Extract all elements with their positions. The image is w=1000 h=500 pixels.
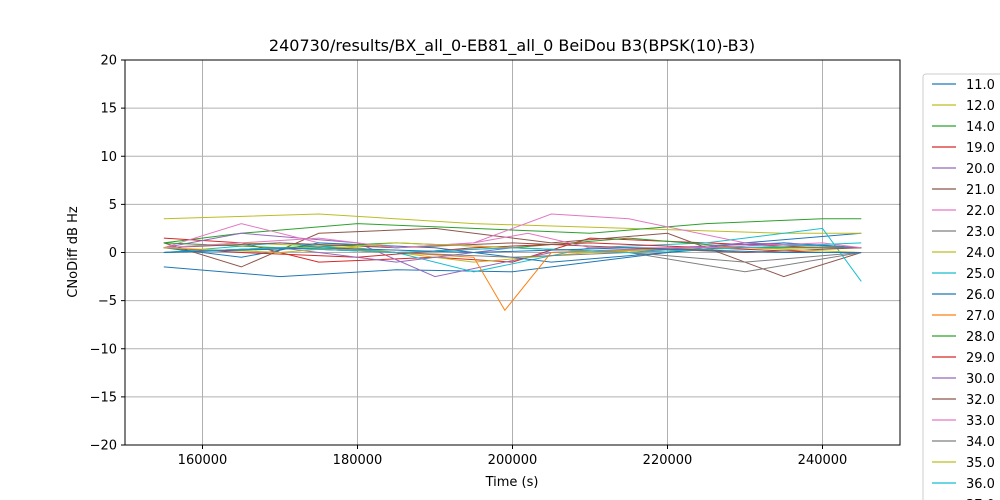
legend-item: 27.0 [932,309,995,324]
x-axis: 160000 180000 200000 220000 240000 [178,445,848,468]
x-tick-label: 240000 [798,453,848,468]
legend-label: 28.0 [966,330,995,345]
chart-title: 240730/results/BX_all_0-EB81_all_0 BeiDo… [269,36,755,56]
series-layer [163,213,862,312]
x-axis-label: Time (s) [485,475,539,490]
legend-label: 21.0 [966,183,995,198]
legend-label: 32.0 [966,393,995,408]
legend-item: 24.0 [932,246,995,261]
series-line [163,247,862,254]
legend-label: 24.0 [966,246,995,261]
legend-item: 35.0 [932,456,995,471]
legend-item: 30.0 [932,372,995,387]
legend-item: 25.0 [932,267,995,282]
legend-item: 28.0 [932,330,995,345]
y-tick-label: −20 [90,439,117,454]
legend-item: 26.0 [932,288,995,303]
y-tick-label: 15 [100,102,117,117]
legend-item: 11.0 [932,78,995,93]
legend-item: 20.0 [932,162,995,177]
legend-label: 37.0 [966,498,995,500]
legend-label: 36.0 [966,477,995,492]
legend-item: 19.0 [932,141,995,156]
legend-item: 37.0 [966,498,995,500]
y-tick-label: 0 [109,246,117,261]
legend-item: 12.0 [932,99,995,114]
legend-item: 14.0 [932,120,995,135]
legend-label: 14.0 [966,120,995,135]
x-tick-label: 160000 [178,453,228,468]
x-tick-label: 200000 [488,453,538,468]
y-tick-label: 5 [109,198,117,213]
series-line [163,242,862,263]
series-line [163,237,823,263]
legend-label: 34.0 [966,435,995,450]
legend-item: 33.0 [932,414,995,429]
y-tick-label: −5 [98,294,117,309]
legend-label: 30.0 [966,372,995,387]
legend-label: 11.0 [966,78,995,93]
legend-label: 20.0 [966,162,995,177]
legend-label: 26.0 [966,288,995,303]
x-tick-label: 180000 [333,453,383,468]
legend-label: 27.0 [966,309,995,324]
series-line [163,242,862,254]
y-axis-label: CNoDiff dB Hz [66,206,81,298]
y-tick-label: 10 [100,150,117,165]
legend-item: 22.0 [932,204,995,219]
series-line [163,218,862,244]
x-tick-label: 220000 [643,453,693,468]
legend: 11.0 12.0 14.0 19.0 20.0 21.0 22.0 23.0 24.0 25.0… [922,73,1000,500]
legend-item: 23.0 [932,225,995,240]
legend-label: 25.0 [966,267,995,282]
y-tick-label: −10 [90,342,117,357]
legend-item: 32.0 [932,393,995,408]
legend-label: 33.0 [966,414,995,429]
y-tick-label: 20 [100,54,117,69]
legend-label: 35.0 [966,456,995,471]
series-line [163,242,862,254]
legend-item: 34.0 [932,435,995,450]
legend-label: 22.0 [966,204,995,219]
legend-label: 29.0 [966,351,995,366]
legend-label: 19.0 [966,141,995,156]
legend-item: 21.0 [932,183,995,198]
series-line [163,213,862,234]
series-line [163,232,862,249]
y-axis: −20 −15 −10 −5 0 5 10 15 20 [90,54,125,454]
y-tick-label: −15 [90,390,117,405]
legend-item: 29.0 [932,351,995,366]
legend-box [922,73,1000,500]
legend-label: 23.0 [966,225,995,240]
legend-item: 36.0 [932,477,995,492]
legend-label: 12.0 [966,99,995,114]
